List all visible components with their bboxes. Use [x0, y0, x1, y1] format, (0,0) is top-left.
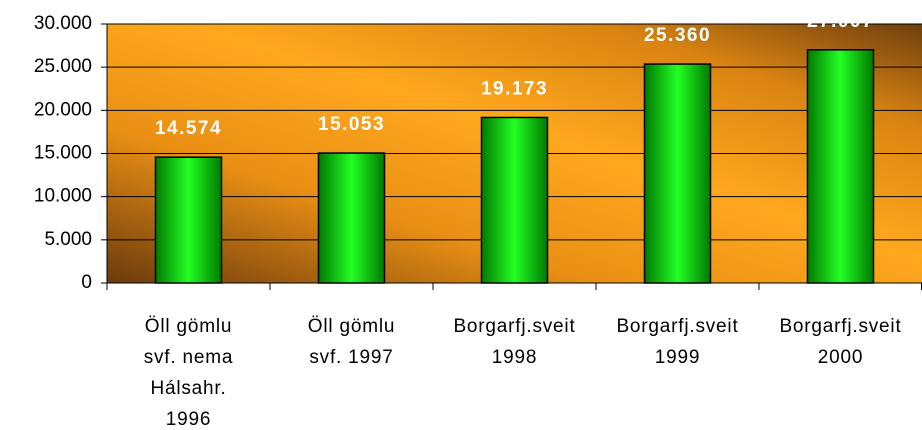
x-tick-label: Borgarfj.sveit 1999 — [616, 316, 738, 368]
data-label: 25.360 — [644, 25, 711, 46]
bar — [317, 152, 386, 284]
data-label: 27.007 — [807, 11, 874, 32]
data-label: 15.053 — [318, 114, 385, 135]
bar — [643, 63, 712, 284]
y-tick-label: 15.000 — [34, 143, 92, 164]
y-tick-label: 10.000 — [34, 186, 92, 207]
x-tick-label: Öll gömlu svf. nema Hálsahr. 1996 — [144, 316, 234, 430]
bar — [480, 116, 549, 284]
x-tick-label: Borgarfj.sveit 1998 — [453, 316, 575, 368]
data-label: 14.574 — [155, 118, 222, 139]
y-tick-label: 30.000 — [34, 13, 92, 34]
x-tick-label: Öll gömlu svf. 1997 — [308, 316, 395, 368]
data-label: 19.173 — [481, 78, 548, 99]
bar — [154, 156, 223, 284]
x-tick-label: Borgarfj.sveit 2000 — [779, 316, 901, 368]
y-tick-label: 25.000 — [34, 56, 92, 77]
bar — [806, 49, 875, 284]
y-tick-label: 0 — [81, 272, 92, 293]
y-tick-label: 5.000 — [44, 229, 92, 250]
y-tick-label: 20.000 — [34, 99, 92, 120]
